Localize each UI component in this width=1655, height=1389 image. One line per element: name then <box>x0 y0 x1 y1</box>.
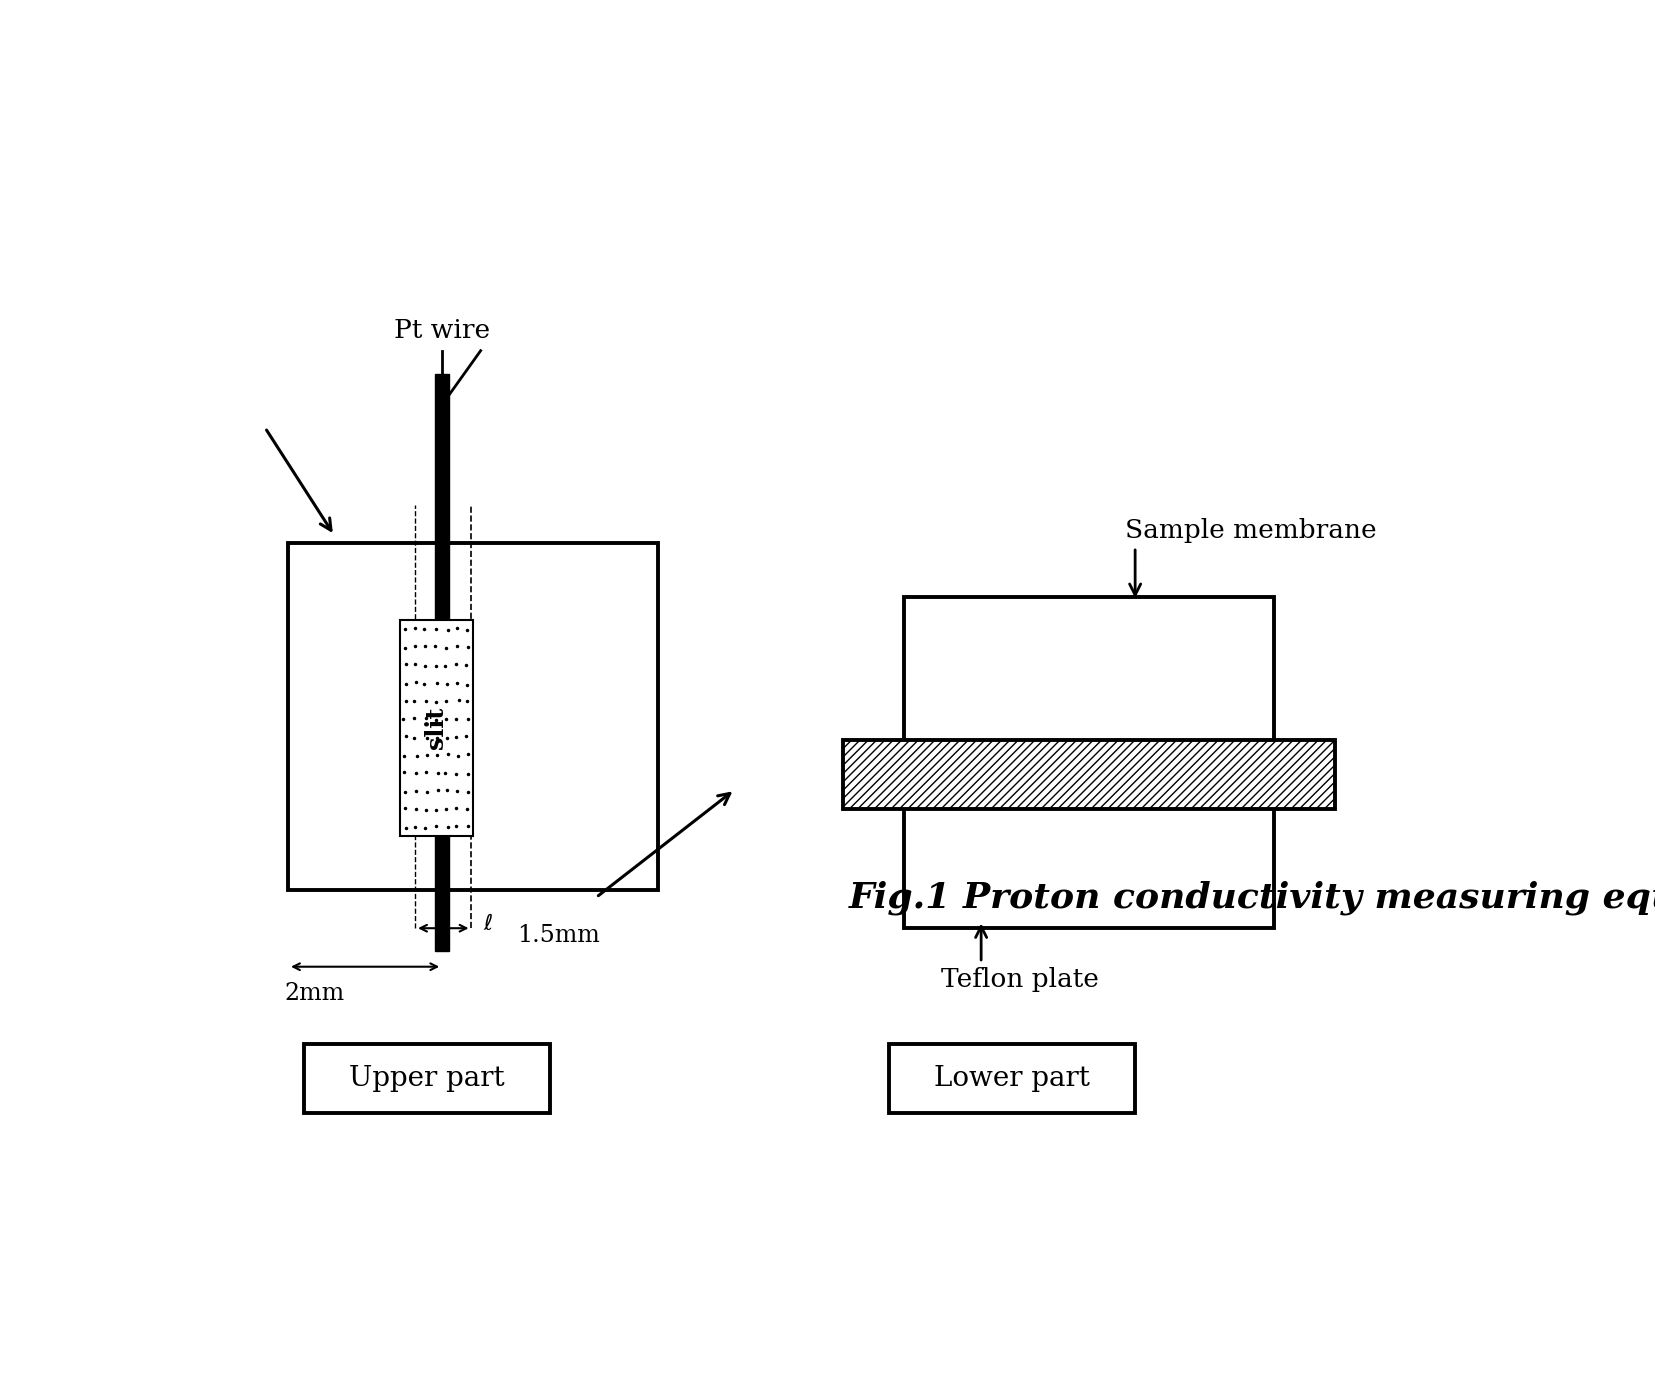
Text: Upper part: Upper part <box>349 1065 505 1092</box>
Text: Pt wire: Pt wire <box>394 318 490 343</box>
Bar <box>904 597 1273 774</box>
Text: Lower part: Lower part <box>933 1065 1089 1092</box>
Bar <box>303 1043 549 1113</box>
Bar <box>288 543 657 890</box>
Text: 1.5mm: 1.5mm <box>518 925 601 947</box>
Text: Teflon plate: Teflon plate <box>940 967 1097 992</box>
Text: 2mm: 2mm <box>285 982 344 1006</box>
Bar <box>435 374 449 951</box>
Text: Sample membrane: Sample membrane <box>1124 518 1375 543</box>
Bar <box>842 739 1334 808</box>
Text: Fig.1 Proton conductivity measuring equipment: Fig.1 Proton conductivity measuring equi… <box>849 881 1655 915</box>
Text: slit: slit <box>424 707 449 749</box>
Bar <box>399 621 473 836</box>
Text: $\ell$: $\ell$ <box>483 914 493 935</box>
Bar <box>904 774 1273 928</box>
Bar <box>889 1043 1134 1113</box>
